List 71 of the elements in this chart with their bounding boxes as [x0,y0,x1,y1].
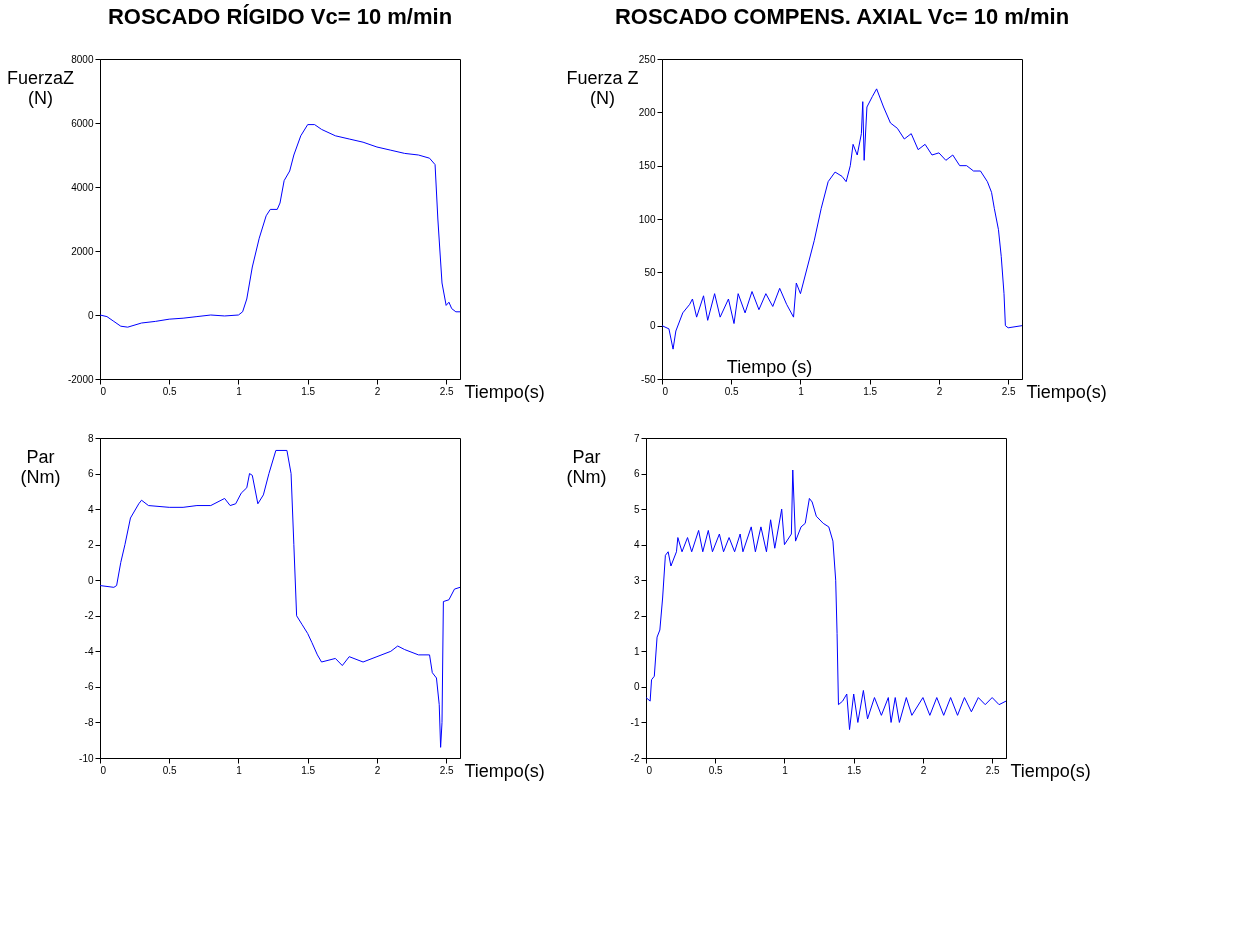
x-tick-label: 0.5 [724,385,740,397]
y-tick-label: 4 [633,539,640,551]
y-axis-title: FuerzaZ (N) [6,67,75,108]
y-axis-title: Par (Nm) [20,446,61,487]
line-series [645,469,1007,731]
y-tick-label: 1 [633,645,640,657]
x-tick-label: 0.5 [162,764,178,776]
x-tick-label: 0 [100,385,107,397]
x-tick-label: 0 [662,385,669,397]
x-tick-label: 0.5 [708,764,724,776]
y-tick-label: 50 [644,266,656,278]
y-tick-label: -4 [84,645,94,657]
y-tick-label: 2 [87,539,94,551]
y-tick-label: 6000 [71,117,94,129]
y-tick-label: -6 [84,681,94,693]
annotation: Tiempo (s) [726,357,813,377]
x-tick-label: 1.5 [847,764,862,776]
x-axis-title: Tiempo(s) [464,381,545,402]
line-series [661,88,1023,350]
y-tick-label: 100 [638,213,656,225]
y-tick-label: 3 [633,574,640,586]
x-tick-label: 1.5 [301,385,316,397]
x-tick-label: 2.5 [439,385,455,397]
x-tick-label: 2 [920,764,927,776]
y-tick-label: 250 [638,53,656,65]
y-axis-title: Fuerza Z (N) [566,67,639,108]
line-series [99,449,461,748]
x-axis-title: Tiempo(s) [1010,760,1091,781]
x-tick-label: 1 [782,764,789,776]
y-tick-label: -1 [630,716,640,728]
x-tick-label: 2 [374,764,381,776]
x-tick-label: 2 [374,385,381,397]
y-tick-label: -2000 [67,373,94,385]
x-axis-title: Tiempo(s) [1026,381,1107,402]
x-axis-title: Tiempo(s) [464,760,545,781]
y-tick-label: 2000 [71,245,94,257]
x-tick-label: 0 [100,764,107,776]
x-tick-label: 2.5 [439,764,455,776]
y-tick-label: 6 [87,468,94,480]
y-tick-label: -8 [84,716,94,728]
x-tick-label: 2.5 [985,764,1001,776]
y-axis-title: Par (Nm) [566,446,607,487]
x-tick-label: 1.5 [863,385,878,397]
y-tick-label: 4000 [71,181,94,193]
y-tick-label: 0 [649,320,656,332]
y-tick-label: -2 [84,610,94,622]
x-tick-label: 1 [236,385,243,397]
y-tick-label: 0 [633,681,640,693]
y-tick-label: 200 [638,106,656,118]
y-tick-label: 0 [87,309,94,321]
chart-title: ROSCADO COMPENS. AXIAL Vc= 10 m/min [614,4,1070,29]
line-series [99,124,461,328]
x-tick-label: 2 [936,385,943,397]
y-tick-label: -10 [79,752,94,764]
x-tick-label: 1 [798,385,805,397]
x-tick-label: 0.5 [162,385,178,397]
y-tick-label: 7 [633,432,640,444]
y-tick-label: 4 [87,503,94,515]
y-tick-label: 8000 [71,53,94,65]
y-tick-label: 5 [633,503,640,515]
y-tick-label: 6 [633,468,640,480]
y-tick-label: -2 [630,752,640,764]
y-tick-label: 150 [638,160,656,172]
y-tick-label: 0 [87,574,94,586]
x-tick-label: 2.5 [1001,385,1017,397]
y-tick-label: -50 [641,373,656,385]
y-tick-label: 8 [87,432,94,444]
x-tick-label: 1 [236,764,243,776]
y-tick-label: 2 [633,610,640,622]
x-tick-label: 1.5 [301,764,316,776]
chart-title: ROSCADO RÍGIDO Vc= 10 m/min [107,4,453,29]
